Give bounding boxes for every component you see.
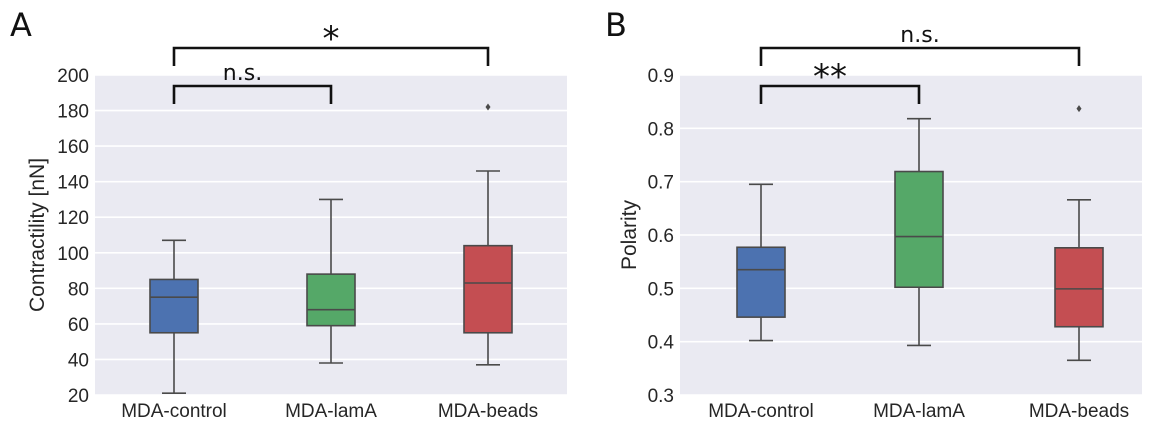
y-tick-label: 0.3: [648, 386, 674, 407]
x-tick-label: MDA-lamA: [285, 401, 377, 421]
iqr-box: [1054, 247, 1104, 328]
significance-label: **: [813, 57, 847, 97]
y-tick-label: 0.8: [648, 119, 674, 140]
panel-letter: B: [605, 6, 627, 44]
iqr-box: [463, 244, 513, 334]
x-tick-label: MDA-beads: [1029, 401, 1129, 421]
significance-label: n.s.: [223, 61, 262, 86]
y-tick-label: 160: [57, 137, 89, 158]
outlier-point: [485, 103, 491, 111]
box-mda-beads: [463, 103, 513, 366]
significance-label: n.s.: [900, 23, 939, 48]
y-tick-label: 20: [68, 386, 89, 407]
y-tick-label: 0.4: [648, 333, 675, 354]
iqr-box: [149, 278, 199, 334]
y-tick-label: 180: [57, 102, 89, 123]
panel-letter: A: [10, 6, 32, 44]
x-tick-label: MDA-control: [708, 401, 814, 421]
y-tick-label: 0.6: [648, 226, 674, 247]
significance-bracket: [172, 46, 490, 66]
y-tick-label: 40: [68, 350, 89, 371]
x-tick-label: MDA-lamA: [873, 401, 965, 421]
y-tick-label: 0.7: [648, 173, 674, 194]
chart-panel-b: 0.3 0.4 0.5 0.6 0.7 0.8 0.9 Polarity B MDA-contro…: [605, 6, 1142, 421]
chart-panel-a: 20 40 60 80 100 120 140 160 180 200 Contractility …: [10, 6, 567, 421]
box-mda-control: [149, 239, 199, 395]
outlier-point: [1076, 105, 1082, 113]
iqr-box: [306, 273, 356, 327]
y-tick-label: 60: [68, 315, 89, 336]
y-tick-label: 0.9: [648, 66, 674, 87]
y-tick-label: 200: [57, 66, 89, 87]
y-tick-label: 120: [57, 208, 89, 229]
y-tick-label: 0.5: [648, 279, 674, 300]
y-tick-label: 100: [57, 244, 89, 265]
box-mda-lama: [306, 198, 356, 364]
x-tick-label: MDA-control: [121, 401, 227, 421]
y-tick-label: 140: [57, 173, 89, 194]
iqr-box: [894, 170, 944, 289]
x-tick-label: MDA-beads: [438, 401, 538, 421]
box-mda-lama: [894, 117, 944, 347]
significance-label: *: [323, 19, 340, 59]
significance-bracket: [759, 84, 921, 104]
iqr-box: [736, 246, 786, 318]
y-axis-label: Polarity: [618, 199, 641, 270]
y-tick-label: 80: [68, 279, 89, 300]
box-mda-beads: [1054, 105, 1104, 362]
significance-bracket: [759, 46, 1081, 66]
box-mda-control: [736, 183, 786, 342]
y-axis-label: Contractility [nN]: [26, 158, 49, 312]
significance-bracket: [172, 84, 333, 104]
